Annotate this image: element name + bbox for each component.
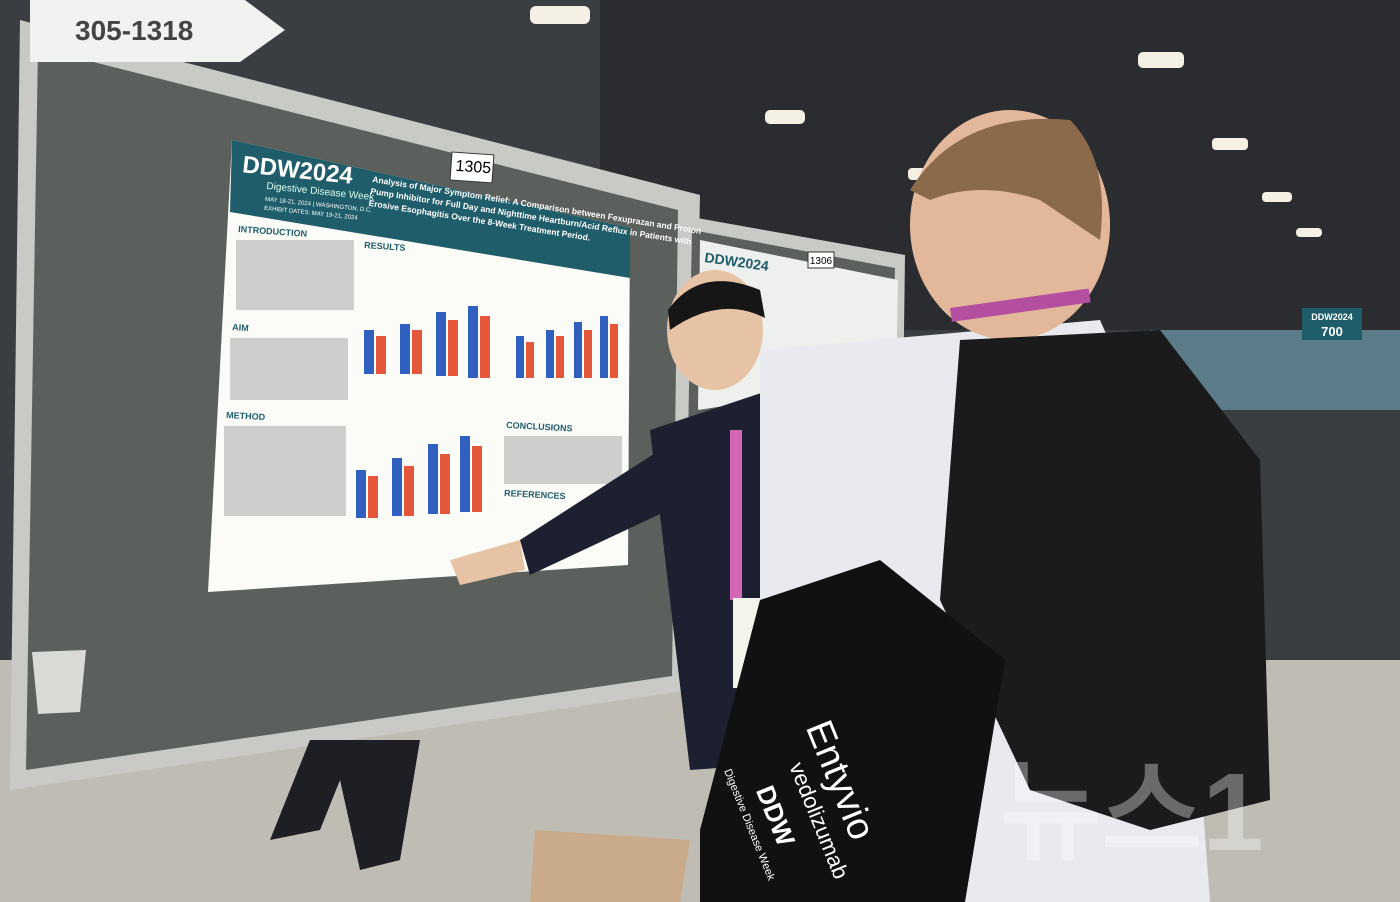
poster-charts	[356, 306, 618, 518]
backpack	[940, 330, 1270, 830]
section-heading: REFERENCES	[504, 488, 566, 501]
cup	[32, 650, 86, 714]
section-heading: RESULTS	[364, 240, 406, 253]
section-heading: METHOD	[226, 410, 266, 422]
booth-range: 305-1318	[75, 15, 193, 46]
hall-logo: DDW2024	[1311, 312, 1353, 322]
board-number-tag	[449, 151, 495, 184]
bag-on-floor	[530, 830, 690, 902]
second-number: 1306	[810, 256, 833, 267]
board-number: 1305	[455, 158, 492, 177]
booth-sign	[30, 0, 285, 62]
second-number-tag	[807, 251, 835, 269]
section-heading: INTRODUCTION	[238, 224, 308, 239]
hall-sign: DDW2024 700	[1302, 308, 1362, 340]
poster-header	[230, 140, 630, 278]
hall-number: 700	[1321, 324, 1343, 339]
poster-text-lines	[224, 240, 622, 516]
section-heading: CONCLUSIONS	[506, 420, 573, 433]
tote-bag: Entyvio vedolizumab DDW Digestive Diseas…	[700, 560, 1005, 902]
section-heading: AIM	[232, 322, 249, 333]
watermark: 뉴스1	[1000, 751, 1264, 874]
